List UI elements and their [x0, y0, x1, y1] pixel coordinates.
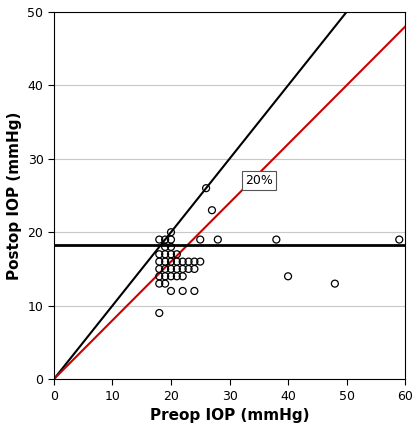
Point	[156, 280, 163, 287]
Point	[209, 207, 215, 214]
Point	[162, 265, 168, 272]
Point	[162, 251, 168, 258]
Point	[285, 273, 291, 280]
Point	[191, 258, 198, 265]
Point	[156, 265, 163, 272]
Point	[168, 273, 174, 280]
Point	[197, 236, 204, 243]
Point	[179, 258, 186, 265]
Point	[168, 265, 174, 272]
Point	[156, 251, 163, 258]
Point	[168, 251, 174, 258]
Point	[168, 243, 174, 250]
Text: 20%: 20%	[245, 174, 273, 187]
Point	[197, 258, 204, 265]
Point	[203, 185, 210, 192]
Point	[191, 265, 198, 272]
Point	[173, 258, 180, 265]
Point	[331, 280, 338, 287]
Point	[185, 258, 192, 265]
Point	[173, 273, 180, 280]
Point	[179, 273, 186, 280]
Point	[179, 288, 186, 295]
Point	[173, 251, 180, 258]
Point	[396, 236, 403, 243]
Point	[215, 236, 221, 243]
Point	[162, 243, 168, 250]
Point	[168, 236, 174, 243]
Point	[179, 265, 186, 272]
Point	[156, 236, 163, 243]
Point	[156, 258, 163, 265]
Y-axis label: Postop IOP (mmHg): Postop IOP (mmHg)	[7, 111, 22, 280]
Point	[168, 258, 174, 265]
Point	[162, 258, 168, 265]
Point	[185, 265, 192, 272]
Point	[273, 236, 280, 243]
Point	[191, 288, 198, 295]
Point	[168, 229, 174, 236]
Point	[173, 265, 180, 272]
Point	[162, 280, 168, 287]
Point	[162, 273, 168, 280]
Point	[162, 236, 168, 243]
Point	[156, 273, 163, 280]
X-axis label: Preop IOP (mmHg): Preop IOP (mmHg)	[150, 408, 309, 423]
Point	[168, 288, 174, 295]
Point	[156, 310, 163, 316]
